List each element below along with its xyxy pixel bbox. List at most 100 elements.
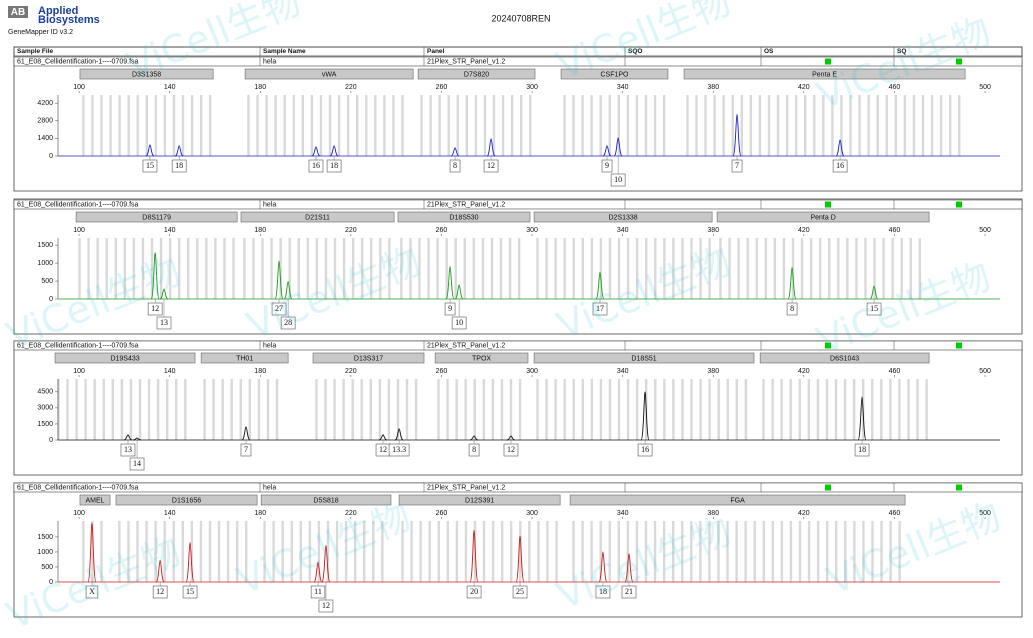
sample-file: 61_E08_Cellidentification-1----0709.fsa bbox=[17, 58, 139, 65]
x-tick-label: 340 bbox=[617, 510, 629, 517]
allele-bin bbox=[473, 379, 476, 440]
marker-bar bbox=[434, 352, 529, 364]
x-tick-label: 380 bbox=[707, 227, 719, 234]
allele-label: 27 bbox=[275, 304, 283, 313]
allele-box bbox=[147, 302, 163, 316]
allele-bin bbox=[644, 521, 648, 582]
peak bbox=[450, 147, 460, 157]
x-tick-label: 420 bbox=[798, 227, 810, 234]
allele-bin bbox=[816, 521, 820, 582]
allele-bin bbox=[317, 521, 321, 582]
marker-name: TH01 bbox=[236, 355, 253, 362]
allele-bin bbox=[764, 238, 768, 299]
allele-bin bbox=[873, 238, 876, 299]
allele-bin bbox=[822, 95, 825, 156]
allele-bin bbox=[581, 521, 584, 582]
marker-bar bbox=[397, 211, 531, 223]
allele-box bbox=[451, 316, 467, 330]
allele-label: 12 bbox=[322, 601, 330, 610]
peak bbox=[469, 529, 479, 583]
allele-bin bbox=[898, 379, 901, 440]
logo-box bbox=[8, 6, 28, 18]
allele-bin bbox=[127, 95, 130, 156]
x-tick-label: 380 bbox=[707, 84, 719, 91]
allele-bin bbox=[753, 521, 756, 582]
column-label: Sample File bbox=[17, 48, 54, 55]
allele-bin bbox=[828, 238, 831, 299]
allele-bin bbox=[482, 379, 486, 440]
allele-bin bbox=[428, 521, 431, 582]
allele-label: 7 bbox=[735, 161, 739, 170]
allele-label: 12 bbox=[151, 304, 159, 313]
allele-bin bbox=[852, 379, 856, 440]
allele-bin bbox=[871, 379, 874, 440]
marker-name: D19S433 bbox=[110, 355, 139, 362]
allele-bin bbox=[572, 521, 575, 582]
allele-bin bbox=[889, 521, 892, 582]
allele-bin bbox=[690, 238, 693, 299]
peak bbox=[624, 553, 634, 583]
allele-bin bbox=[342, 379, 345, 440]
allele-bin bbox=[379, 238, 382, 299]
allele-bin bbox=[626, 95, 630, 156]
allele-bin bbox=[447, 95, 450, 156]
allele-label: 13 bbox=[160, 318, 168, 327]
allele-bin bbox=[481, 238, 485, 299]
y-tick-label: 1000 bbox=[37, 260, 53, 267]
column-label: Sample Name bbox=[263, 48, 306, 55]
allele-bin bbox=[190, 95, 194, 156]
y-tick-label: 3000 bbox=[37, 405, 53, 412]
allele-box bbox=[142, 159, 158, 173]
allele-bin bbox=[381, 521, 384, 582]
allele-bin bbox=[419, 521, 422, 582]
allele-bin bbox=[617, 95, 621, 156]
x-tick-label: 220 bbox=[345, 84, 357, 91]
marker-bar bbox=[759, 352, 930, 364]
x-tick-label: 300 bbox=[526, 227, 538, 234]
column-label: OS bbox=[764, 48, 774, 55]
panel-name: 21Plex_STR_Panel_v1.2 bbox=[427, 342, 505, 349]
peak bbox=[732, 113, 742, 157]
allele-bin bbox=[263, 521, 266, 582]
allele-box bbox=[512, 585, 528, 599]
y-tick-label: 1400 bbox=[37, 135, 53, 142]
allele-bin bbox=[405, 379, 409, 440]
allele-bin bbox=[141, 238, 145, 299]
y-tick-label: 1500 bbox=[37, 421, 53, 428]
allele-bin bbox=[825, 379, 829, 440]
allele-bin bbox=[807, 379, 811, 440]
allele-label: 9 bbox=[448, 304, 452, 313]
x-tick-label: 100 bbox=[73, 510, 85, 517]
allele-bin bbox=[563, 379, 566, 440]
allele-label: 10 bbox=[455, 318, 463, 327]
allele-bin bbox=[590, 238, 594, 299]
allele-bin bbox=[762, 379, 765, 440]
allele-bin bbox=[880, 379, 883, 440]
allele-box bbox=[786, 302, 798, 316]
x-tick-label: 260 bbox=[436, 510, 448, 517]
allele-box bbox=[388, 443, 410, 457]
allele-bin bbox=[894, 95, 898, 156]
x-tick-label: 420 bbox=[798, 510, 810, 517]
allele-bin bbox=[663, 379, 666, 440]
x-tick-label: 500 bbox=[979, 227, 991, 234]
allele-label: 12 bbox=[156, 587, 164, 596]
allele-bin bbox=[699, 521, 702, 582]
allele-bin bbox=[737, 238, 740, 299]
allele-bin bbox=[780, 379, 783, 440]
allele-bin bbox=[369, 379, 372, 440]
allele-bin bbox=[590, 521, 593, 582]
allele-bin bbox=[446, 521, 450, 582]
allele-bin bbox=[127, 521, 130, 582]
allele-label: 18 bbox=[599, 587, 607, 596]
allele-bin bbox=[731, 95, 734, 156]
peak bbox=[598, 551, 608, 583]
allele-bin bbox=[599, 379, 603, 440]
allele-bin bbox=[780, 521, 784, 582]
status-indicator bbox=[956, 484, 962, 491]
allele-bin bbox=[472, 238, 476, 299]
allele-bin bbox=[885, 95, 888, 156]
allele-box bbox=[832, 159, 848, 173]
allele-bin bbox=[360, 238, 364, 299]
